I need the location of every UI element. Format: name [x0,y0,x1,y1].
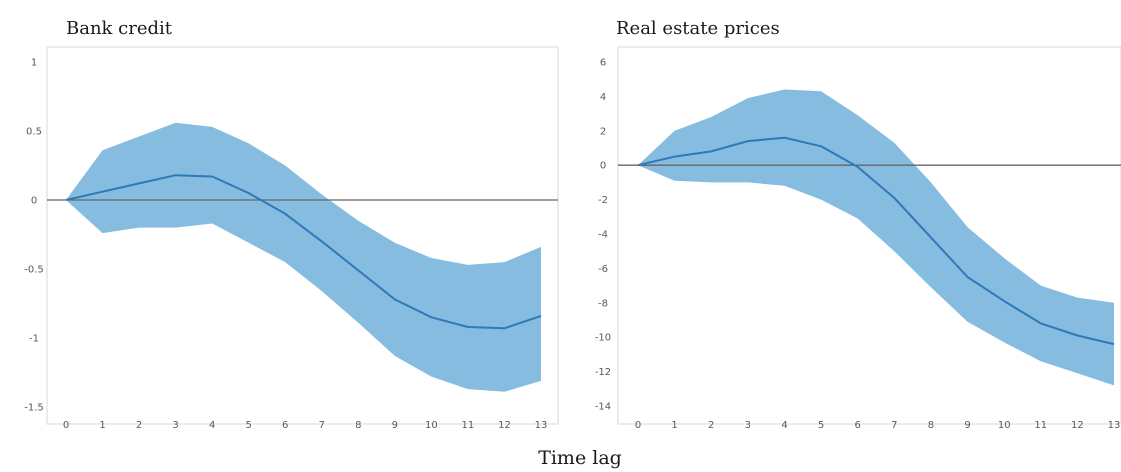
real-estate-y-tick-label: 2 [600,126,606,137]
real-estate-y-tick-label: -6 [598,264,608,275]
real-estate-x-tick-label: 3 [745,420,751,431]
real-estate-x-tick-label: 4 [781,420,787,431]
real-estate-x-tick-label: 1 [671,420,677,431]
bank-credit-confidence-band [66,122,541,392]
bank-credit-x-tick-label: 0 [63,420,69,431]
real-estate-x-tick-label: 8 [928,420,934,431]
bank-credit-y-tick-label: -0.5 [24,265,44,276]
real-estate-y-tick-label: 0 [600,161,606,172]
bank-credit-plot-frame [46,46,559,425]
bank-credit-x-tick-label: 8 [355,420,361,431]
real-estate-plot-frame [617,46,1121,425]
bank-credit-x-tick-label: 13 [535,420,548,431]
real-estate-x-tick-label: 6 [855,420,861,431]
bank-credit-y-tick-label: -1 [29,334,39,345]
bank-credit-y-tick-label: 0.5 [26,127,42,138]
real-estate-y-tick-label: -4 [598,230,608,241]
real-estate-x-tick-label: 7 [891,420,897,431]
real-estate-x-tick-label: 12 [1071,420,1084,431]
real-estate-y-tick-label: -10 [595,333,611,344]
bank-credit-title: Bank credit [66,18,173,39]
real-estate-x-tick-label: 5 [818,420,824,431]
bank-credit-y-tick-label: -1.5 [24,403,44,414]
x-axis-label: Time lag [538,447,622,469]
bank-credit-x-tick-label: 4 [209,420,215,431]
real-estate-x-tick-label: 10 [998,420,1011,431]
bank-credit-x-tick-label: 10 [425,420,438,431]
bank-credit-x-tick-label: 1 [99,420,105,431]
real-estate-x-tick-label: 0 [635,420,641,431]
bank-credit-panel: Bank credit 10.50-0.5-1-1.50 1 2 3 4 5 6 7 8 9 10 1… [24,18,559,431]
real-estate-x-tick-label: 11 [1034,420,1047,431]
bank-credit-estimate-line [65,174,542,330]
real-estate-estimate-line [637,136,1115,346]
bank-credit-x-tick-label: 6 [282,420,288,431]
bank-credit-x-tick-label: 2 [136,420,142,431]
real-estate-x-tick-label: 2 [708,420,714,431]
bank-credit-y-tick-label: 0 [31,196,37,207]
bank-credit-x-tick-label: 5 [246,420,252,431]
real-estate-y-tick-label: -2 [598,195,608,206]
bank-credit-y-tick-label: 1 [31,58,37,69]
bank-credit-x-tick-label: 11 [462,420,475,431]
real-estate-y-tick-label: 4 [600,92,606,103]
bank-credit-x-tick-label: 12 [498,420,511,431]
real-estate-y-tick-label: -14 [595,402,611,413]
real-estate-confidence-band [638,89,1114,386]
real-estate-y-tick-label: 6 [600,58,606,69]
real-estate-y-tick-label: -8 [598,298,608,309]
bank-credit-x-tick-label: 7 [319,420,325,431]
real-estate-y-tick-label: -12 [595,367,611,378]
bank-credit-x-tick-label: 3 [172,420,178,431]
real-estate-prices-title: Real estate prices [616,18,780,39]
real-estate-x-tick-label: 9 [964,420,970,431]
bank-credit-x-tick-label: 9 [392,420,398,431]
real-estate-prices-panel: Real estate prices 6 4 2 0 -2 -4 -6 -8 -10 -12 -14… [595,18,1121,431]
real-estate-x-tick-label: 13 [1108,420,1121,431]
